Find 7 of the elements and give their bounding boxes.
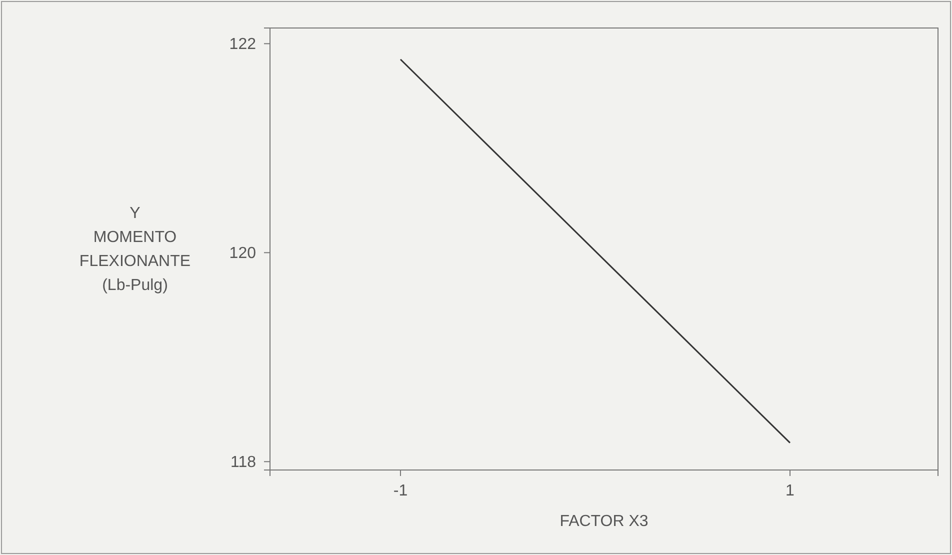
y-tick-label: 118 [230, 454, 256, 471]
y-axis-title: Y MOMENTO FLEXIONANTE (Lb-Pulg) [79, 205, 191, 294]
x-tick-label: 1 [786, 482, 795, 500]
x-tick-label: -1 [393, 482, 408, 500]
y-tick-label: 122 [229, 36, 256, 53]
y-tick-label: 120 [229, 244, 256, 262]
x-axis-title: FACTOR X3 [560, 513, 648, 530]
